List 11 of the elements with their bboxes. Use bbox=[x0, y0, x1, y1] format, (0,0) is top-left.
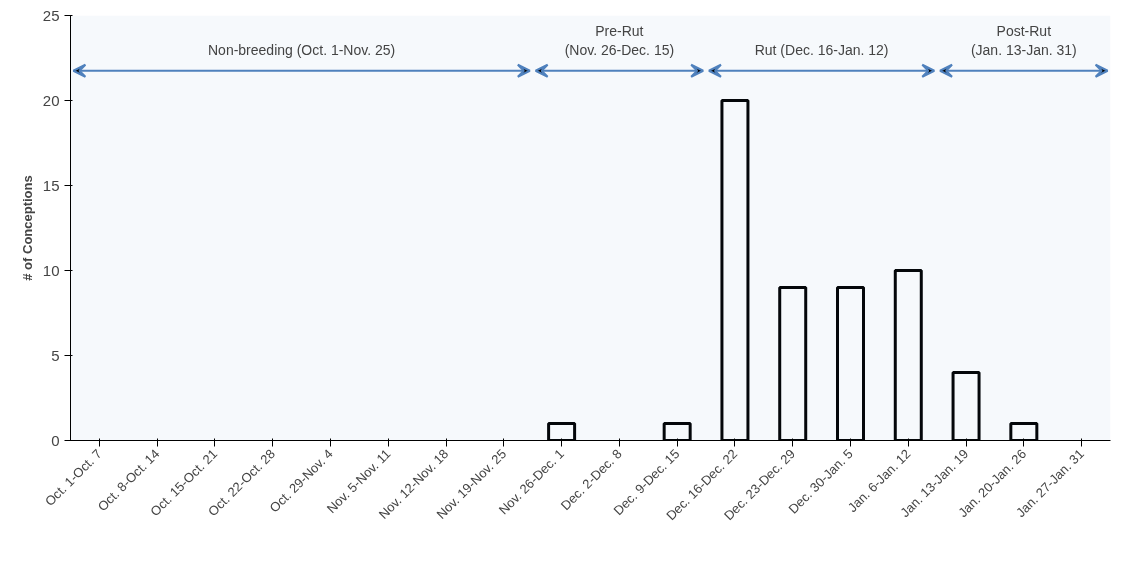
band-label: Pre-Rut (Nov. 26-Dec. 15) bbox=[564, 22, 675, 58]
y-tick-label: 20 bbox=[42, 91, 60, 109]
y-axis-title: # of Conceptions bbox=[19, 175, 35, 281]
y-tick-label: 25 bbox=[42, 6, 60, 24]
band-label: Post-Rut (Jan. 13-Jan. 31) bbox=[970, 22, 1077, 58]
y-tick-label: 0 bbox=[51, 431, 60, 449]
y-tick-label: 5 bbox=[51, 346, 60, 364]
y-tick-label: 10 bbox=[42, 261, 60, 279]
y-tick-label: 15 bbox=[42, 176, 60, 194]
band-label: Rut (Dec. 16-Jan. 12) bbox=[754, 42, 889, 58]
band-label: Non-breeding (Oct. 1-Nov. 25) bbox=[207, 42, 396, 58]
